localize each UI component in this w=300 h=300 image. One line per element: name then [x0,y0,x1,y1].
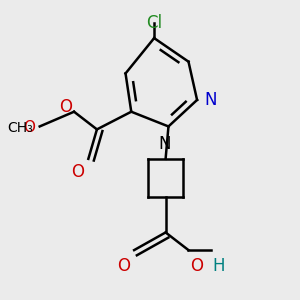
Text: O: O [71,163,84,181]
Text: O: O [117,257,130,275]
Text: O: O [23,120,35,135]
Text: Cl: Cl [146,14,162,32]
Text: N: N [204,91,217,109]
Text: H: H [213,257,225,275]
Text: CH₃: CH₃ [7,121,33,135]
Text: O: O [60,98,73,116]
Text: N: N [158,135,170,153]
Text: O: O [190,257,203,275]
